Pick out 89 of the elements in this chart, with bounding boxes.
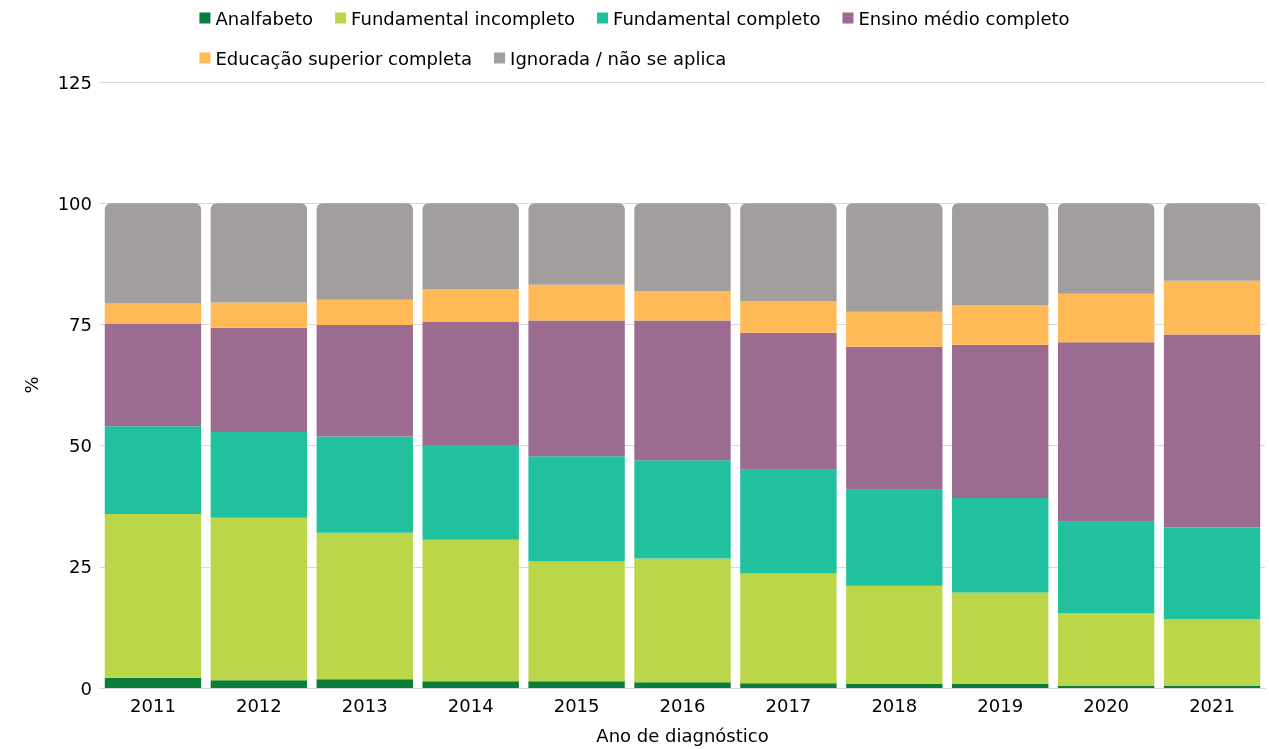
bar <box>316 324 413 437</box>
x-tick-label: 2016 <box>659 694 706 716</box>
bar <box>634 558 731 683</box>
legend-label: Ignorada / não se aplica <box>510 47 727 69</box>
bar <box>846 203 943 312</box>
y-tick-label: 100 <box>57 192 92 214</box>
bar <box>1163 619 1261 687</box>
bar <box>316 436 413 533</box>
x-tick-label: 2018 <box>871 694 918 716</box>
bar <box>952 497 1049 593</box>
bar <box>952 684 1049 688</box>
y-tick-label: 125 <box>57 71 92 93</box>
legend-label: Ensino médio completo <box>858 7 1070 29</box>
y-axis-title: % <box>20 376 42 394</box>
bar <box>1057 342 1155 522</box>
x-tick-label: 2019 <box>977 694 1024 716</box>
bar <box>422 203 519 290</box>
bar <box>528 284 625 321</box>
bar <box>846 311 943 347</box>
x-tick-label: 2015 <box>553 694 600 716</box>
bar <box>846 585 943 685</box>
legend-label: Fundamental completo <box>613 7 821 29</box>
bar <box>422 445 519 540</box>
bar <box>846 346 943 490</box>
bar <box>104 323 202 427</box>
bar <box>740 683 837 688</box>
bar <box>210 680 308 688</box>
bar <box>1163 334 1261 528</box>
bar <box>740 573 837 684</box>
bar <box>1163 280 1261 335</box>
bar <box>422 539 519 682</box>
x-tick-label: 2013 <box>341 694 388 716</box>
bar <box>422 681 519 688</box>
legend-label: Fundamental incompleto <box>351 7 576 29</box>
bar <box>528 561 625 682</box>
bar <box>1057 521 1155 614</box>
x-tick-label: 2020 <box>1083 694 1130 716</box>
bar <box>740 469 837 574</box>
bar <box>1163 527 1261 620</box>
bar <box>210 327 308 433</box>
bar <box>634 320 731 461</box>
y-tick-label: 25 <box>69 556 92 578</box>
bar <box>316 299 413 325</box>
bar <box>952 344 1049 498</box>
bar <box>422 321 519 446</box>
bar <box>104 303 202 324</box>
bar <box>1057 613 1155 687</box>
bar <box>1163 203 1261 281</box>
bar <box>210 302 308 328</box>
y-tick-label: 75 <box>69 313 92 335</box>
bar <box>1057 293 1155 343</box>
x-tick-label: 2017 <box>765 694 812 716</box>
bar <box>952 592 1049 685</box>
bar <box>104 513 202 678</box>
x-tick-label: 2021 <box>1189 694 1235 716</box>
bar <box>528 681 625 688</box>
bar <box>740 203 837 302</box>
bar <box>210 432 308 518</box>
bar <box>210 517 308 681</box>
x-tick-label: 2014 <box>447 694 494 716</box>
x-axis-title: Ano de diagnóstico <box>596 724 769 746</box>
bar <box>634 682 731 688</box>
bar <box>952 203 1049 306</box>
x-tick-label: 2011 <box>130 694 176 716</box>
bar <box>846 684 943 688</box>
bar <box>528 320 625 457</box>
bar <box>104 203 202 304</box>
bar <box>1057 203 1155 294</box>
bar <box>316 679 413 688</box>
bar <box>210 203 308 303</box>
legend-label: Analfabeto <box>215 7 314 29</box>
x-tick-label: 2012 <box>235 694 282 716</box>
legend-label: Educação superior completa <box>215 47 473 69</box>
bar <box>634 460 731 559</box>
y-tick-label: 50 <box>69 435 92 457</box>
bar <box>952 305 1049 345</box>
bar <box>846 489 943 586</box>
bar <box>528 203 625 285</box>
bar <box>634 203 731 291</box>
bar <box>740 301 837 333</box>
bar <box>634 290 731 321</box>
bar <box>104 426 202 514</box>
bar <box>316 532 413 680</box>
bar <box>316 203 413 300</box>
bar <box>528 456 625 562</box>
bar <box>740 332 837 470</box>
y-tick-label: 0 <box>80 677 92 699</box>
bar <box>422 289 519 322</box>
bar <box>104 677 202 688</box>
